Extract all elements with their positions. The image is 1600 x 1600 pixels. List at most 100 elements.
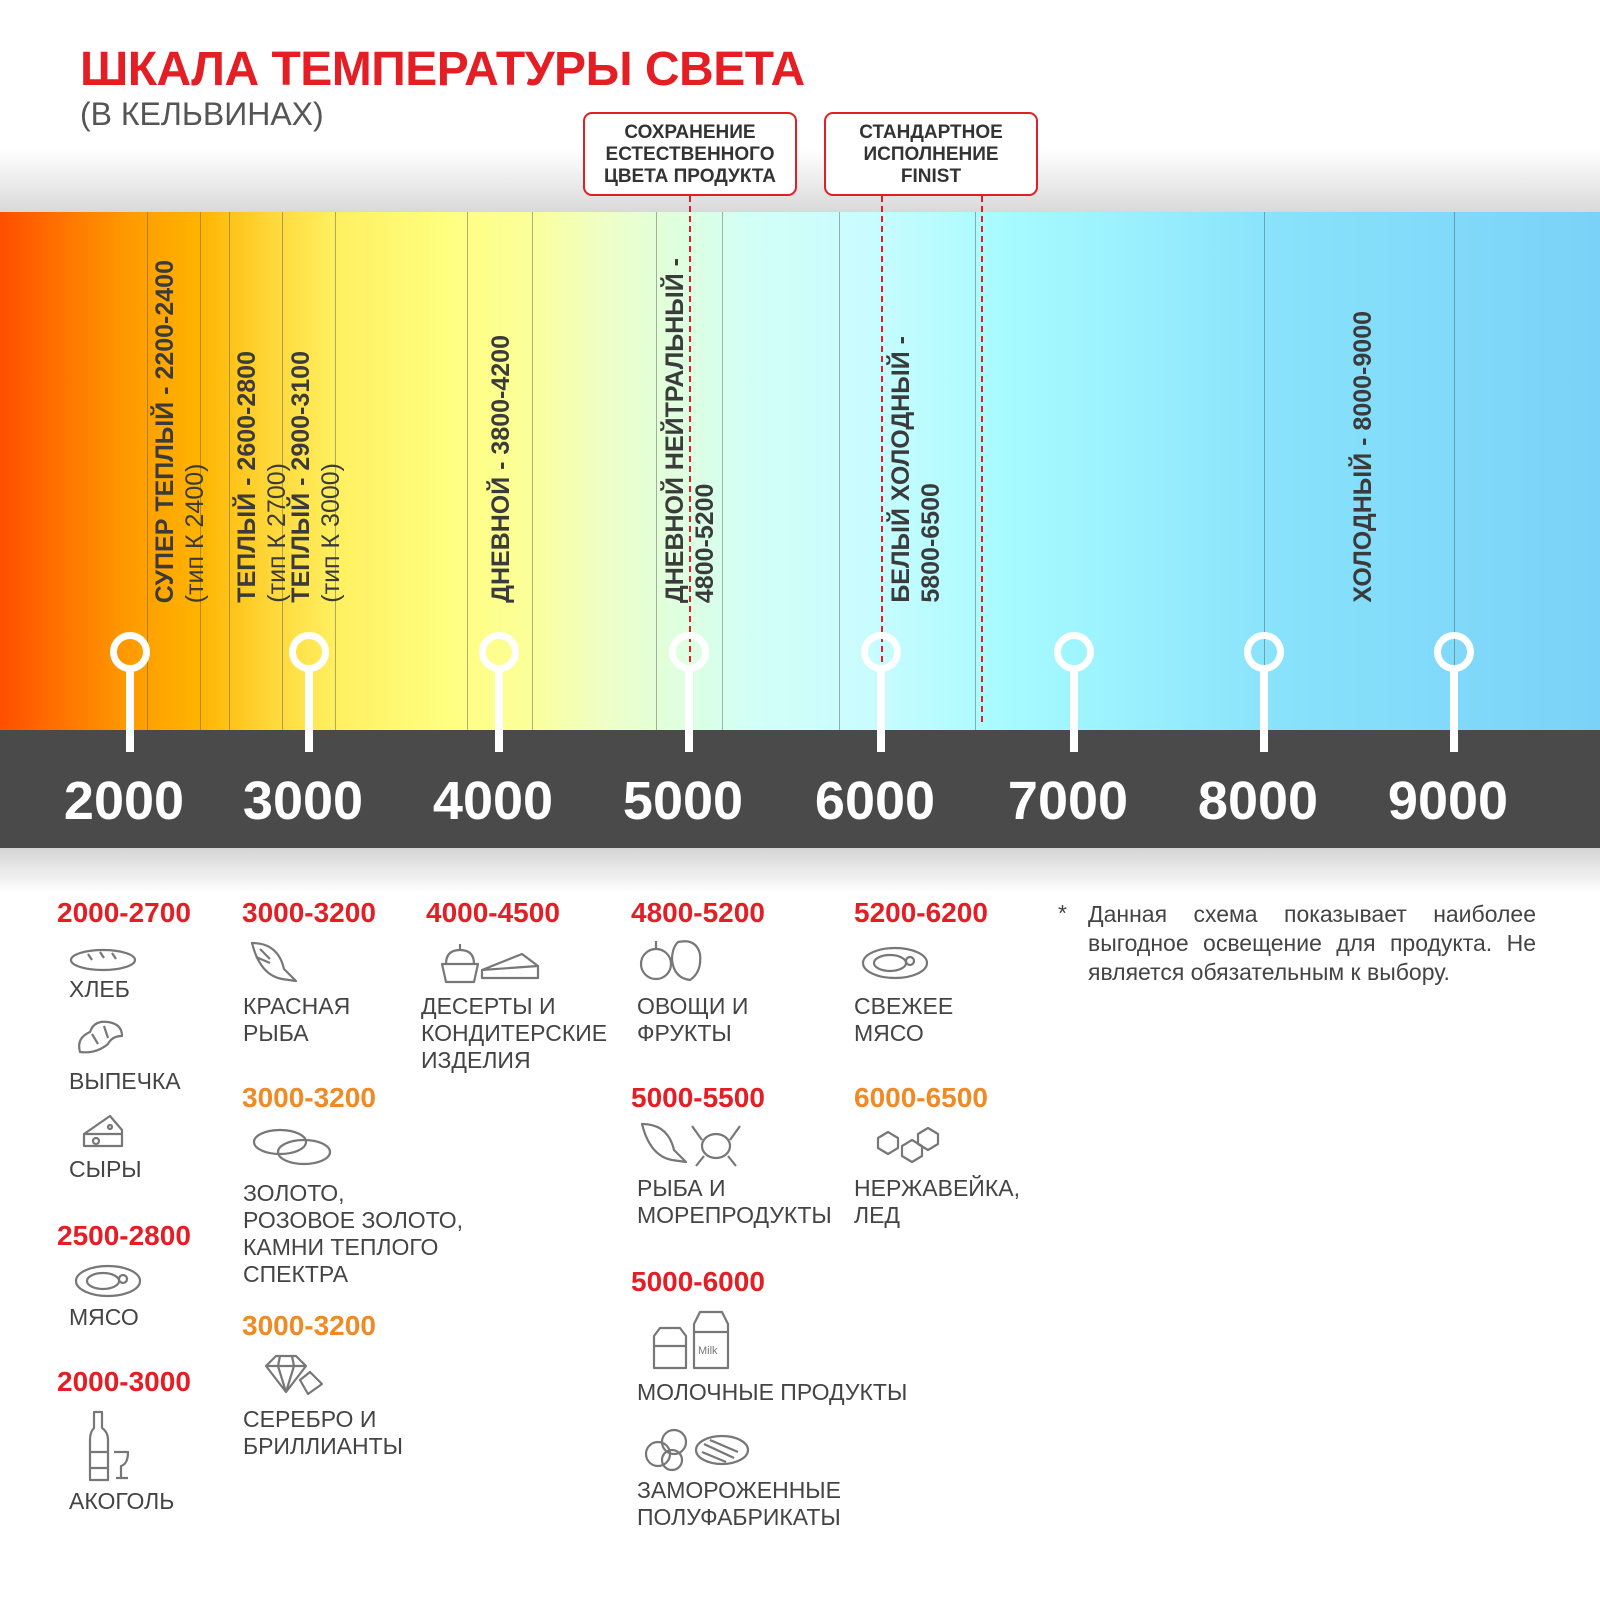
zone-label: СУПЕР ТЕПЛЫЙ - 2200-2400 (тип К 2400) — [150, 260, 210, 603]
zone-label: ТЕПЛЫЙ - 2900-3100 (тип К 3000) — [286, 351, 346, 603]
meat-icon — [73, 1262, 143, 1305]
bread-icon — [68, 944, 138, 979]
zone-divider — [722, 212, 723, 730]
zone-subtitle: 4800-5200 — [691, 483, 719, 603]
product-label: ХЛЕБ — [69, 976, 130, 1002]
marker-stem — [1070, 670, 1078, 752]
axis-tick-label: 2000 — [63, 771, 185, 831]
marker-stem — [305, 670, 313, 752]
rings-icon — [250, 1124, 334, 1173]
note-asterisk: * — [1058, 900, 1067, 926]
product-label: КРАСНАЯ РЫБА — [243, 993, 351, 1046]
range-heading: 3000-3200 — [242, 1082, 376, 1113]
zone-divider — [656, 212, 657, 730]
product-label: МЯСО — [69, 1304, 139, 1330]
range-heading: 2000-3000 — [57, 1366, 191, 1397]
zone-divider — [839, 212, 840, 730]
marker-ring-icon — [479, 632, 519, 672]
range-heading: 5200-6200 — [854, 897, 988, 928]
range-heading: 4800-5200 — [631, 897, 765, 928]
marker-ring-icon — [861, 632, 901, 672]
axis-tick-label: 3000 — [242, 771, 364, 831]
zone-label: ДНЕВНОЙ - 3800-4200 — [486, 335, 516, 603]
page-subtitle: (В КЕЛЬВИНАХ) — [80, 96, 324, 132]
product-label: СВЕЖЕЕ МЯСО — [854, 993, 954, 1046]
range-heading: 5000-6000 — [631, 1266, 765, 1297]
kelvin-axis-bar — [0, 730, 1600, 848]
marker-stem — [1450, 670, 1458, 752]
seafood-icon — [638, 1118, 742, 1175]
zone-subtitle: (тип К 3000) — [317, 463, 345, 603]
zone-name: ДНЕВНОЙ НЕЙТРАЛЬНЫЙ - — [661, 257, 689, 603]
bottle-icon — [84, 1408, 134, 1489]
marker-ring-icon — [289, 632, 329, 672]
product-label: СЫРЫ — [69, 1156, 142, 1182]
product-label: ДЕСЕРТЫ И КОНДИТЕРСКИЕ ИЗДЕЛИЯ — [421, 993, 608, 1073]
zone-divider — [1454, 212, 1455, 730]
croissant-icon — [72, 1014, 132, 1065]
svg-text:Milk: Milk — [698, 1345, 718, 1357]
callout-dashed-line — [981, 196, 983, 722]
zone-divider — [1264, 212, 1265, 730]
zone-name: БЕЛЫЙ ХОЛОДНЫЙ - — [887, 336, 915, 603]
steak-icon — [860, 944, 930, 987]
marker-ring-icon — [669, 632, 709, 672]
footnote: Данная схема показывает наиболее выгодно… — [1088, 901, 1536, 985]
color-temperature-spectrum — [0, 212, 1600, 730]
callout-natural-color: СОХРАНЕНИЕ ЕСТЕСТВЕННОГО ЦВЕТА ПРОДУКТА — [583, 112, 797, 196]
product-label: ЗОЛОТО, РОЗОВОЕ ЗОЛОТО, КАМНИ ТЕПЛОГО СП… — [243, 1180, 463, 1287]
zone-label: БЕЛЫЙ ХОЛОДНЫЙ -5800-6500 — [886, 336, 946, 603]
fish-icon — [246, 935, 302, 990]
range-heading: 4000-4500 — [426, 897, 560, 928]
marker-stem — [877, 670, 885, 752]
range-heading: 2500-2800 — [57, 1220, 191, 1251]
marker-ring-icon — [110, 632, 150, 672]
axis-tick-label: 8000 — [1197, 771, 1319, 831]
range-heading: 2000-2700 — [57, 897, 191, 928]
marker-stem — [126, 670, 134, 752]
frozen-food-icon — [640, 1424, 750, 1479]
product-label: ОВОЩИ И ФРУКТЫ — [637, 993, 749, 1046]
callout-standard-finist: СТАНДАРТНОЕ ИСПОЛНЕНИЕ FINIST — [824, 112, 1038, 196]
zone-divider — [147, 212, 148, 730]
zone-divider — [532, 212, 533, 730]
product-label: МОЛОЧНЫЕ ПРОДУКТЫ — [637, 1379, 908, 1405]
range-heading: 6000-6500 — [854, 1082, 988, 1113]
cheese-icon — [80, 1112, 126, 1157]
page-title: ШКАЛА ТЕМПЕРАТУРЫ СВЕТА — [80, 43, 805, 96]
product-label: СЕРЕБРО И БРИЛЛИАНТЫ — [243, 1406, 404, 1459]
zone-name: ТЕПЛЫЙ - 2600-2800 — [233, 351, 261, 603]
callout-dashed-line — [689, 196, 691, 752]
zone-divider — [467, 212, 468, 730]
top-shadow-band — [0, 150, 1600, 212]
zone-name: ДНЕВНОЙ - 3800-4200 — [487, 335, 515, 603]
product-label: ВЫПЕЧКА — [69, 1068, 181, 1094]
vegetables-icon — [638, 932, 708, 989]
marker-ring-icon — [1054, 632, 1094, 672]
marker-ring-icon — [1434, 632, 1474, 672]
axis-tick-label: 4000 — [432, 771, 554, 831]
axis-tick-label: 5000 — [622, 771, 744, 831]
zone-label: ТЕПЛЫЙ - 2600-2800 (тип К 2700) — [232, 351, 292, 603]
axis-tick-label: 6000 — [814, 771, 936, 831]
axis-tick-label: 9000 — [1387, 771, 1509, 831]
callout-dashed-line — [881, 196, 883, 752]
milk-icon: Milk — [646, 1306, 736, 1377]
marker-ring-icon — [1244, 632, 1284, 672]
product-label: НЕРЖАВЕЙКА, ЛЕД — [854, 1175, 1020, 1228]
bottom-shadow-band — [0, 848, 1600, 893]
zone-label: ХОЛОДНЫЙ - 8000-9000 — [1348, 311, 1378, 603]
diamond-icon — [260, 1352, 326, 1401]
zone-subtitle: (тип К 2400) — [181, 463, 209, 603]
zone-subtitle: 5800-6500 — [917, 483, 945, 603]
product-label: АКОГОЛЬ — [69, 1488, 175, 1514]
range-heading: 3000-3200 — [242, 1310, 376, 1341]
range-heading: 5000-5500 — [631, 1082, 765, 1113]
zone-name: ХОЛОДНЫЙ - 8000-9000 — [1349, 311, 1377, 603]
zone-name: СУПЕР ТЕПЛЫЙ - 2200-2400 — [151, 259, 179, 603]
zone-divider — [335, 212, 336, 730]
product-label: РЫБА И МОРЕПРОДУКТЫ — [637, 1175, 832, 1228]
zone-divider — [282, 212, 283, 730]
ice-icon — [872, 1124, 942, 1169]
zone-name: ТЕПЛЫЙ - 2900-3100 — [287, 351, 315, 603]
